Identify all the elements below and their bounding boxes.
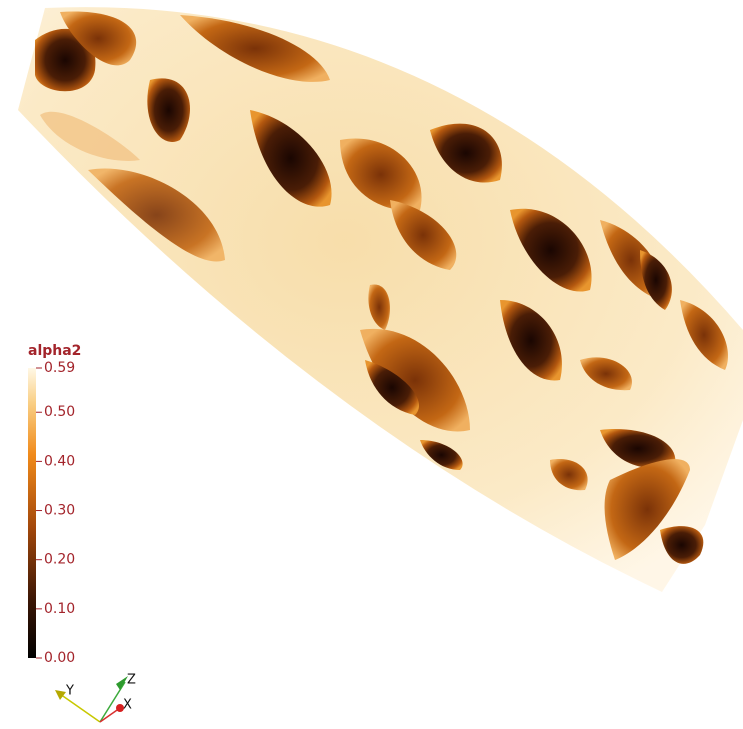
tick-label: 0.50: [44, 404, 75, 420]
y-cone: [55, 690, 66, 700]
volume-rendering: [18, 7, 743, 592]
z-axis: [100, 682, 125, 722]
legend-title: alpha2: [28, 343, 81, 359]
tick-label: 0.59: [44, 360, 75, 376]
tick-label: 0.00: [44, 650, 75, 666]
render-view: alpha2 0.59 0.50 0.40 0.30 0.20 0.10 0.00 Y Z …: [0, 0, 743, 729]
orientation-axes: Y Z X: [55, 673, 136, 723]
tick-label: 0.30: [44, 503, 75, 519]
color-legend: alpha2 0.59 0.50 0.40 0.30 0.20 0.10 0.00: [28, 343, 81, 666]
tick-label: 0.40: [44, 453, 75, 469]
color-bar: [28, 368, 36, 658]
axis-label: X: [123, 698, 132, 713]
tick-label: 0.20: [44, 552, 75, 568]
axis-label: Z: [127, 673, 136, 688]
axis-label: Y: [65, 684, 74, 699]
tick-label: 0.10: [44, 601, 75, 617]
